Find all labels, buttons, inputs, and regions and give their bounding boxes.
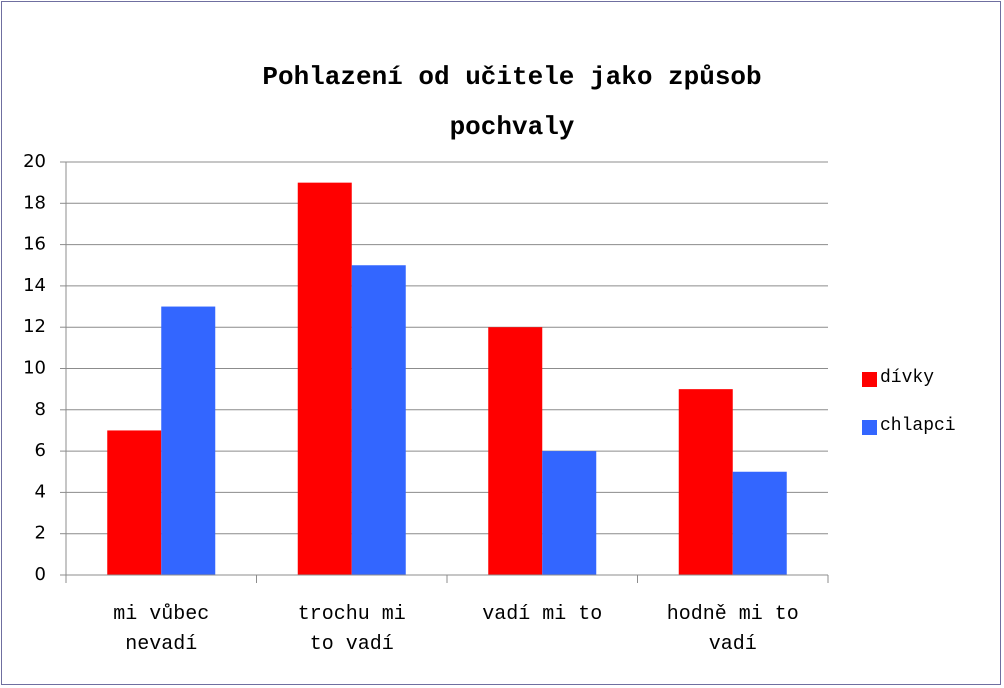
y-tick-label: 14 (23, 275, 46, 296)
bar (678, 389, 733, 575)
y-tick-label: 2 (35, 523, 46, 544)
bar (161, 306, 216, 575)
legend-label: chlapci (880, 416, 956, 436)
bar (351, 265, 406, 575)
y-tick-label: 4 (35, 481, 46, 502)
y-tick-label: 6 (35, 440, 46, 461)
x-tick-label: mi vůbec nevadí (113, 603, 210, 656)
y-tick-label: 0 (35, 564, 46, 585)
bar (297, 182, 352, 575)
legend-swatch (862, 372, 877, 387)
y-tick-label: 12 (23, 316, 46, 337)
y-tick-label: 18 (23, 192, 46, 213)
legend-swatch (862, 420, 877, 435)
y-tick-label: 20 (23, 151, 46, 172)
bar (732, 471, 787, 575)
x-tick-label: vadí mi to (482, 603, 603, 626)
chart-title: Pohlazení od učitele jako způsob pochval… (262, 62, 762, 142)
x-tick-label: hodně mi to vadí (666, 603, 799, 656)
y-tick-label: 10 (23, 358, 46, 379)
x-tick-label: trochu mi to vadí (297, 603, 406, 656)
bar (107, 430, 162, 575)
bar (488, 327, 543, 575)
y-tick-label: 8 (35, 399, 46, 420)
y-tick-label: 16 (23, 234, 46, 255)
bar (542, 451, 597, 575)
legend-label: dívky (880, 368, 935, 388)
